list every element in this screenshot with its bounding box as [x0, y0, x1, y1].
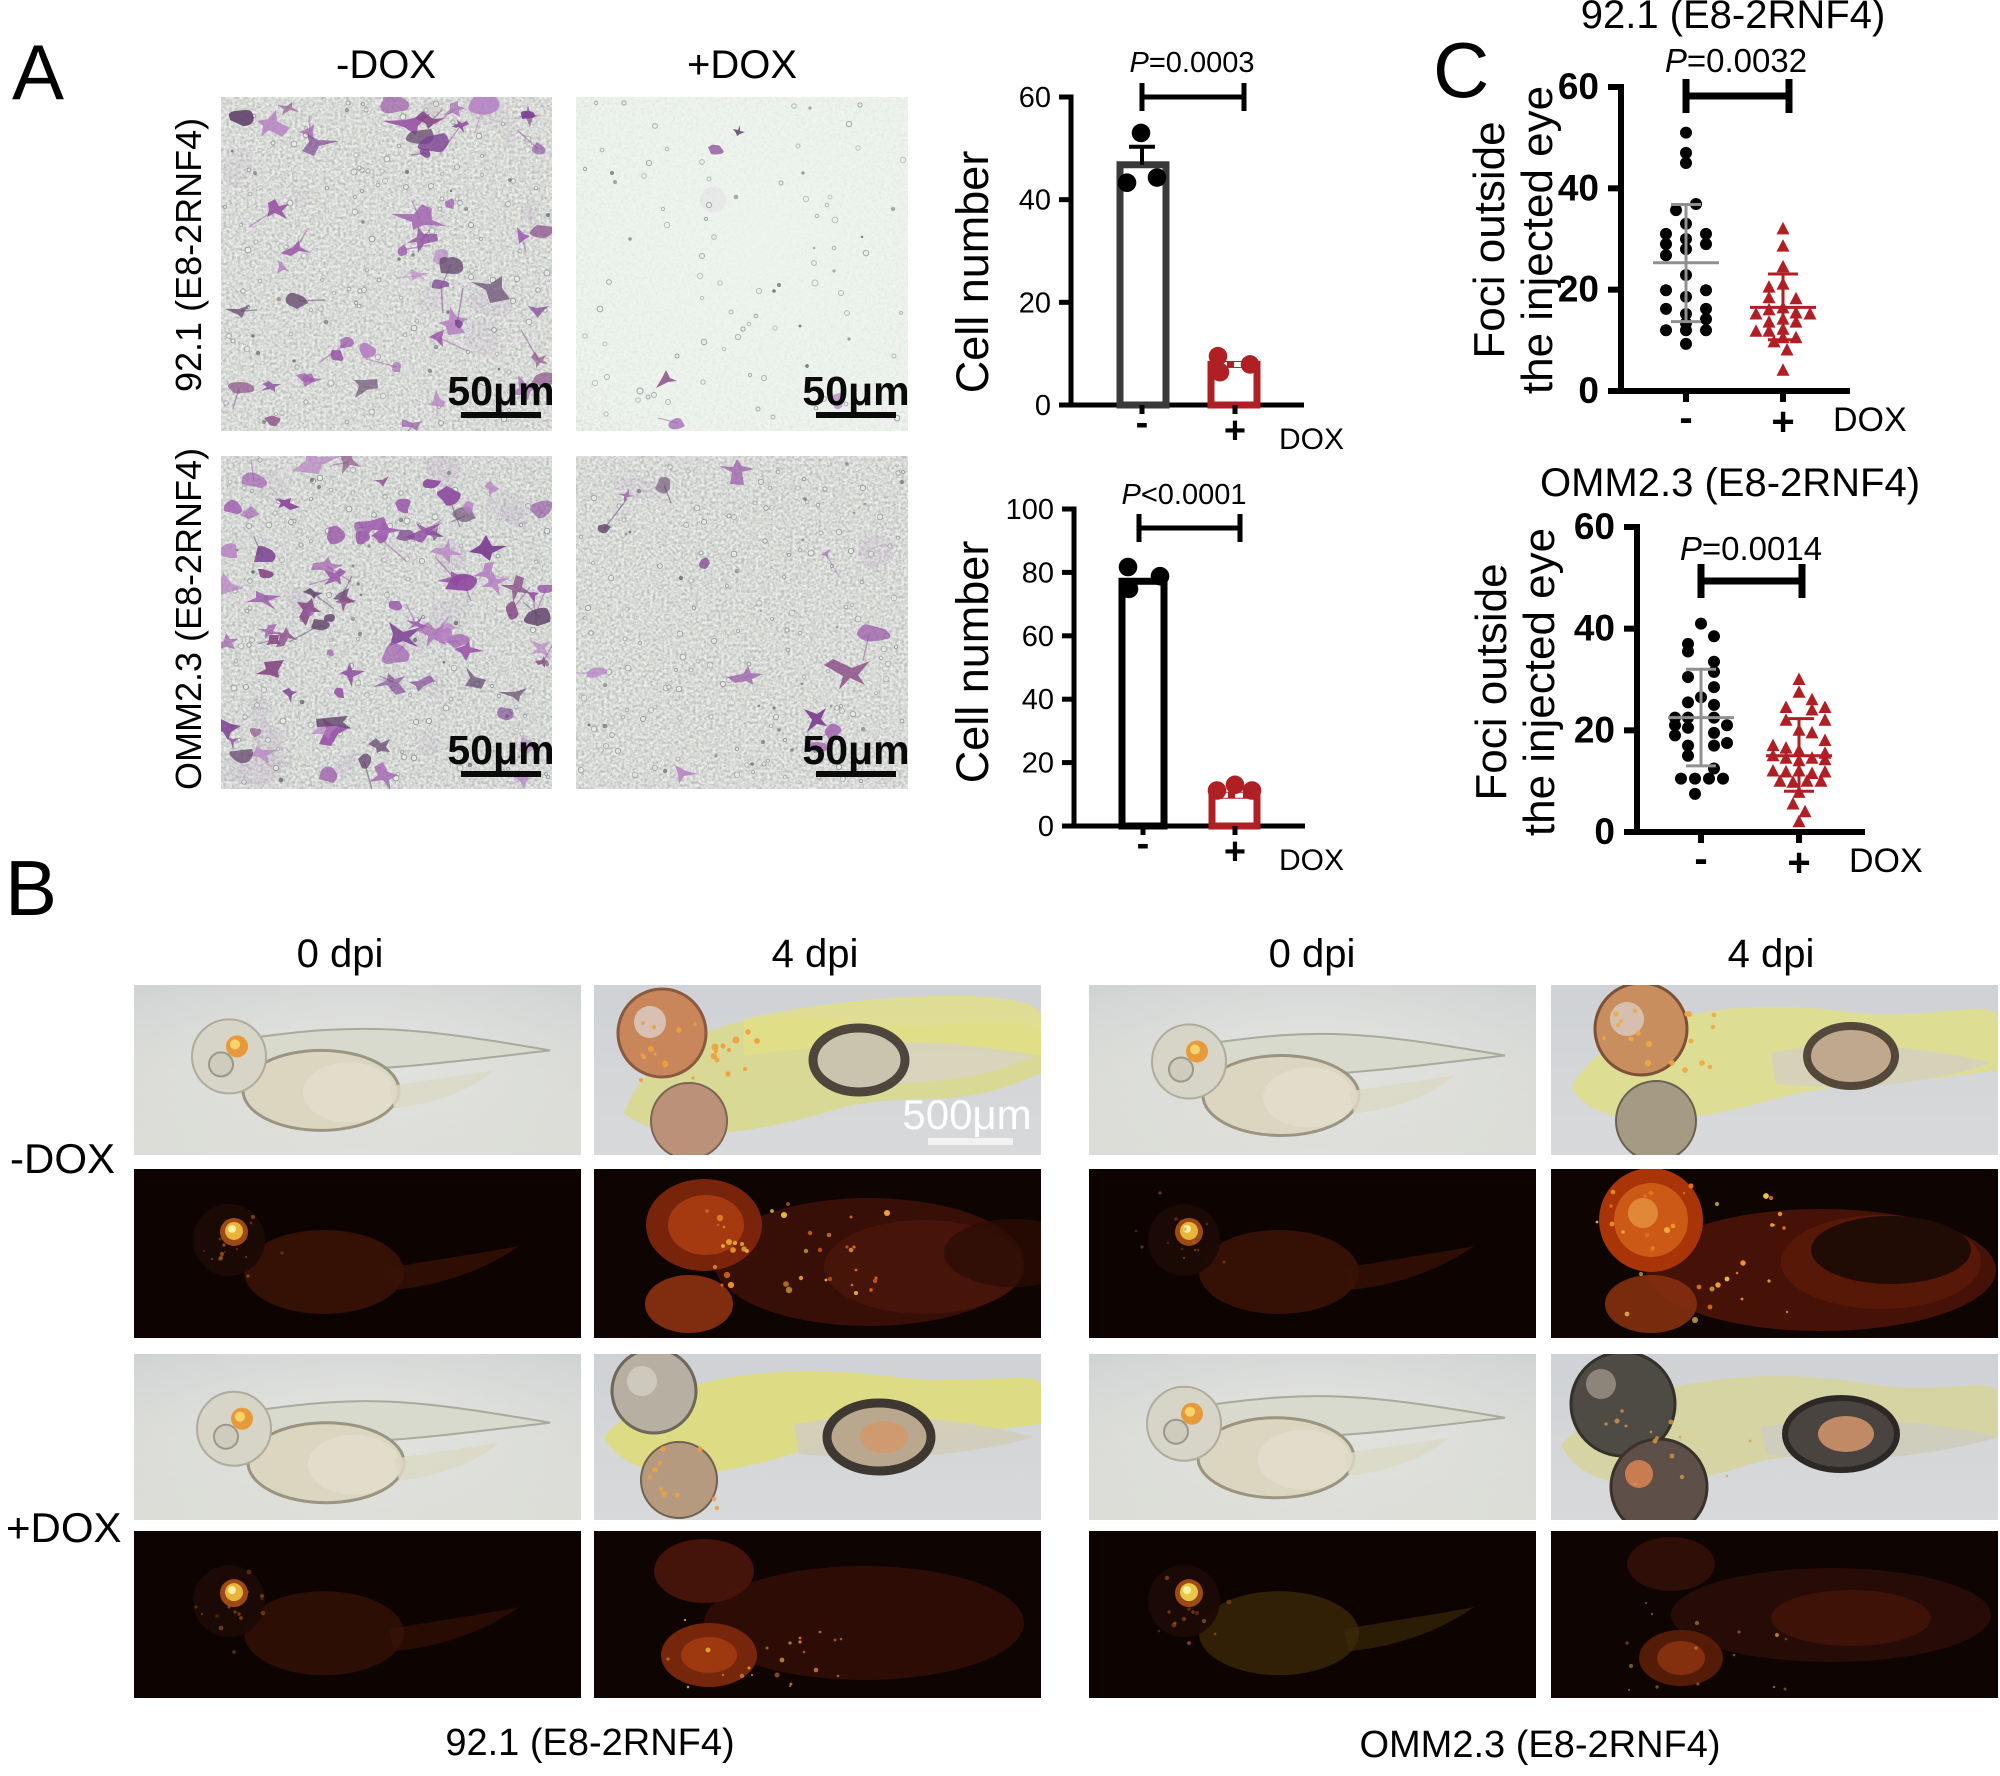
svg-text:92.1 (E8-2RNF4): 92.1 (E8-2RNF4) — [1581, 0, 1886, 37]
svg-text:40: 40 — [1022, 684, 1054, 716]
svg-text:100: 100 — [1006, 494, 1054, 526]
svg-text:0: 0 — [1578, 370, 1599, 411]
svg-text:DOX: DOX — [1833, 401, 1907, 439]
svg-text:-: - — [1694, 837, 1707, 881]
svg-text:+: + — [1224, 410, 1246, 452]
svg-text:Foci outside: Foci outside — [1467, 563, 1516, 800]
svg-text:P=0.0014: P=0.0014 — [1680, 530, 1822, 567]
svg-text:0: 0 — [1035, 390, 1051, 422]
svg-text:60: 60 — [1019, 82, 1051, 114]
svg-text:0: 0 — [1038, 811, 1054, 843]
svg-text:+: + — [1787, 841, 1810, 885]
svg-text:60: 60 — [1558, 66, 1599, 107]
svg-text:50μm: 50μm — [447, 368, 552, 414]
svg-text:50μm: 50μm — [802, 727, 908, 773]
svg-text:20: 20 — [1019, 287, 1051, 319]
svg-text:P=0.0003: P=0.0003 — [1130, 47, 1255, 79]
svg-text:DOX: DOX — [1279, 423, 1344, 456]
svg-text:DOX: DOX — [1279, 844, 1344, 877]
svg-text:DOX: DOX — [1849, 842, 1923, 880]
svg-text:Cell number: Cell number — [950, 151, 998, 394]
svg-text:OMM2.3 (E8-2RNF4): OMM2.3 (E8-2RNF4) — [1540, 461, 1920, 505]
svg-text:P=0.0032: P=0.0032 — [1665, 42, 1807, 79]
svg-text:60: 60 — [1574, 506, 1615, 547]
svg-text:Foci outside: Foci outside — [1465, 121, 1514, 358]
svg-text:50μm: 50μm — [802, 368, 908, 414]
svg-text:0: 0 — [1594, 811, 1615, 852]
svg-text:20: 20 — [1574, 709, 1615, 750]
svg-text:C: C — [1433, 26, 1489, 114]
svg-text:40: 40 — [1019, 185, 1051, 217]
svg-text:Cell number: Cell number — [950, 541, 998, 784]
svg-text:-: - — [1137, 823, 1150, 865]
svg-text:40: 40 — [1558, 167, 1599, 208]
svg-text:40: 40 — [1574, 608, 1615, 649]
svg-text:60: 60 — [1022, 621, 1054, 653]
svg-text:20: 20 — [1022, 748, 1054, 780]
svg-text:P<0.0001: P<0.0001 — [1122, 479, 1247, 511]
svg-text:+: + — [1224, 831, 1246, 873]
svg-text:the injected eye: the injected eye — [1515, 528, 1564, 836]
svg-text:+: + — [1771, 400, 1794, 444]
svg-text:-: - — [1679, 396, 1692, 440]
svg-text:500μm: 500μm — [902, 1091, 1031, 1138]
svg-text:80: 80 — [1022, 557, 1054, 589]
svg-text:-: - — [1136, 402, 1149, 444]
svg-text:the injected eye: the injected eye — [1513, 86, 1562, 394]
svg-text:20: 20 — [1558, 269, 1599, 310]
svg-text:50μm: 50μm — [447, 727, 552, 773]
